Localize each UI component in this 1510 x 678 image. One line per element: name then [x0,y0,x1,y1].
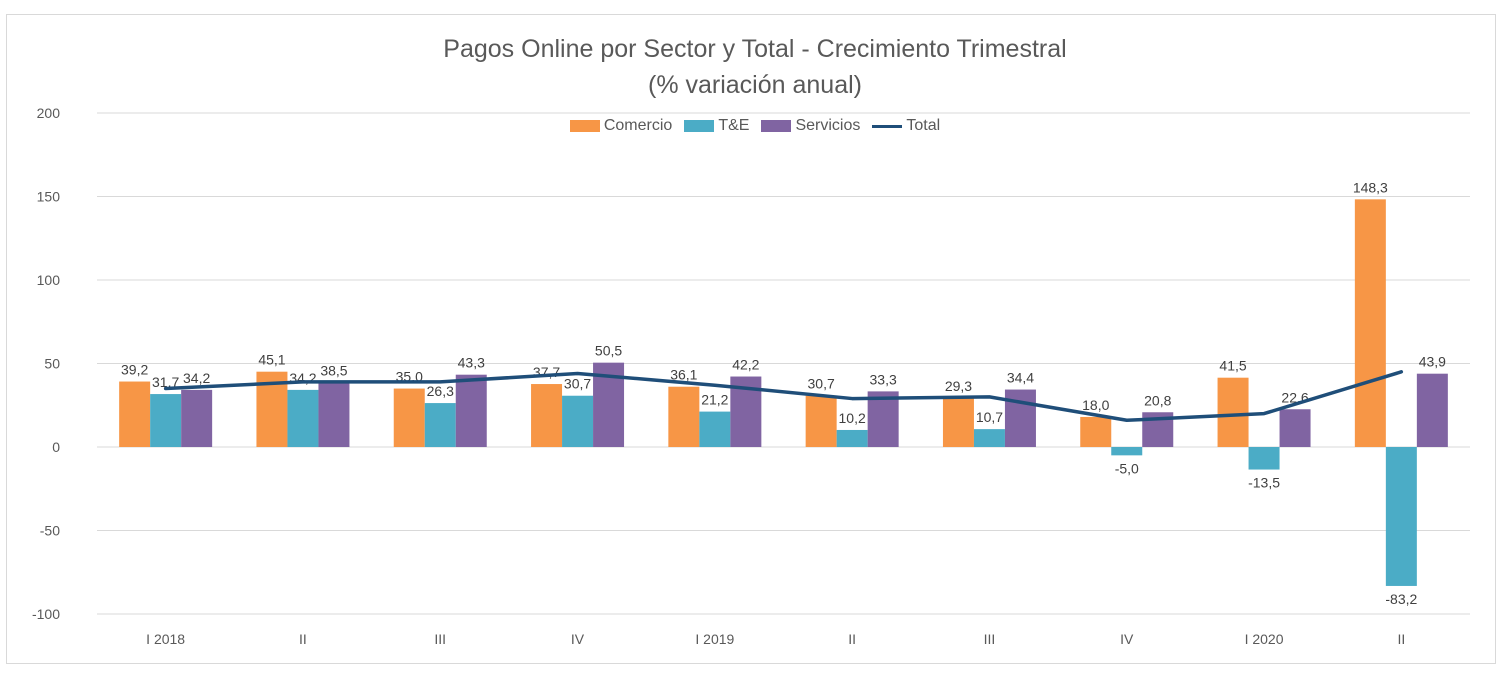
data-label: 18,0 [1082,397,1109,413]
x-tick-label: II [848,631,856,647]
y-tick-label: 0 [52,439,60,455]
legend-item-total: Total [872,117,940,135]
legend-swatch-total [872,124,903,128]
data-label: 26,3 [427,383,454,399]
data-label: 36,1 [670,367,697,383]
data-label: 34,2 [183,370,210,386]
data-label: 34,4 [1007,370,1034,386]
legend-item-te: T&E [684,117,749,135]
data-label: 41,5 [1219,358,1246,374]
legend-label-comercio: Comercio [603,117,673,134]
data-label: 30,7 [564,376,591,392]
x-tick-label: II [1397,631,1405,647]
data-label: -5,0 [1115,460,1139,476]
data-label: 42,2 [732,357,759,373]
chart-subtitle: (% variación anual) [648,71,862,99]
legend-label-total: Total [906,117,941,134]
bar-servicios [318,382,350,447]
bar-comercio [393,388,425,447]
bar-comercio [119,381,151,447]
data-label: 33,3 [870,371,897,387]
bar-servicios [1416,373,1448,447]
data-label: 31,7 [152,374,179,390]
y-tick-label: -50 [40,523,60,539]
x-tick-label: IV [571,631,585,647]
chart-frame [6,14,1496,664]
data-label: 38,5 [320,363,347,379]
legend-label-te: T&E [718,117,750,134]
legend-swatch-te [684,120,715,132]
bar-comercio [668,386,700,447]
y-tick-label: -100 [32,606,60,622]
data-label: 29,3 [945,378,972,394]
y-tick-label: 150 [37,189,61,205]
legend-swatch-comercio [569,120,600,132]
legend-item-comercio: Comercio [569,117,673,135]
data-label: 10,7 [976,409,1003,425]
bar-comercio [1217,377,1249,447]
bar-comercio [805,395,837,447]
bar-comercio [1080,416,1112,447]
x-tick-label: I 2019 [695,631,734,647]
bar-comercio [1354,199,1386,447]
y-tick-label: 200 [37,105,61,121]
chart-legend: Comercio T&E Servicios Total [0,117,1510,135]
bar-t-e [973,429,1005,447]
x-tick-label: II [299,631,307,647]
data-label: 10,2 [839,410,866,426]
x-tick-label: III [434,631,446,647]
bar-t-e [150,394,182,447]
bar-t-e [836,429,868,447]
legend-label-servicios: Servicios [795,117,861,134]
legend-swatch-servicios [761,120,792,132]
bar-servicios [181,389,213,447]
data-label: 39,2 [121,362,148,378]
bar-servicios [1279,409,1311,447]
bar-t-e [699,411,731,447]
data-label: -13,5 [1248,475,1280,491]
bar-t-e [424,403,456,447]
bar-t-e [1248,447,1280,470]
data-label: 43,3 [458,355,485,371]
chart-title: Pagos Online por Sector y Total - Crecim… [443,35,1067,63]
bar-t-e [287,389,319,447]
bar-t-e [562,395,594,447]
y-tick-label: 100 [37,272,61,288]
bar-servicios [1004,389,1036,447]
bar-t-e [1385,447,1417,586]
bar-comercio [531,384,563,447]
x-tick-label: III [984,631,996,647]
y-tick-label: 50 [44,356,60,372]
data-label: 43,9 [1419,354,1446,370]
data-label: 20,8 [1144,392,1171,408]
data-label: 148,3 [1353,179,1388,195]
x-tick-label: I 2020 [1245,631,1284,647]
legend-item-servicios: Servicios [761,117,860,135]
bar-comercio [942,398,974,447]
data-label: 30,7 [808,376,835,392]
bar-servicios [867,391,899,447]
line-total [163,370,1404,423]
data-label: -83,2 [1385,591,1417,607]
bar-servicios [455,374,487,447]
x-tick-label: IV [1120,631,1134,647]
x-tick-label: I 2018 [146,631,185,647]
data-label: 45,1 [258,352,285,368]
data-label: 50,5 [595,343,622,359]
bar-t-e [1111,447,1143,456]
data-label: 21,2 [701,392,728,408]
